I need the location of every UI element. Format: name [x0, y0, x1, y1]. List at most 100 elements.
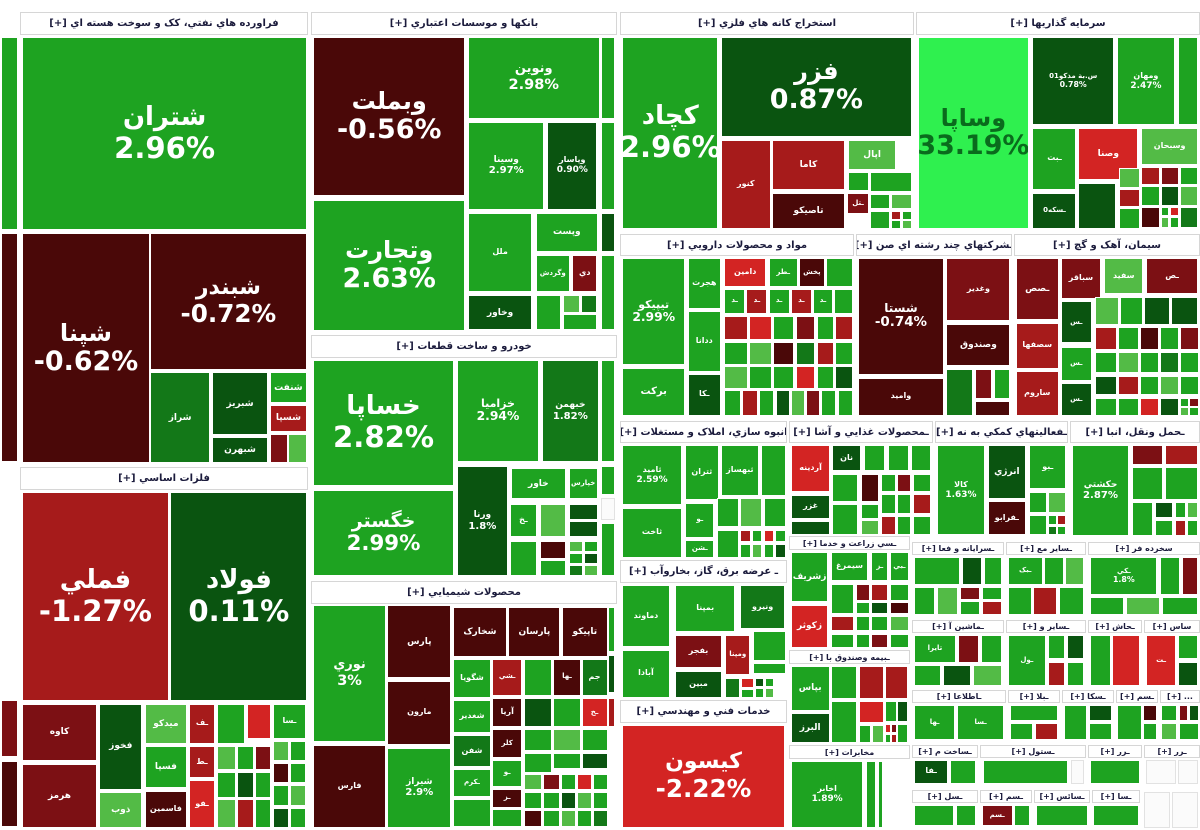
stock-tile[interactable]	[877, 761, 883, 828]
stock-tile[interactable]: سباقر	[1060, 258, 1102, 299]
stock-tile[interactable]: شراز	[150, 372, 211, 464]
stock-tile[interactable]: وسينا 2.97%	[467, 122, 545, 210]
stock-tile[interactable]	[1145, 760, 1177, 784]
stock-tile[interactable]	[1177, 661, 1199, 686]
stock-tile[interactable]: کلر	[492, 729, 523, 758]
stock-tile[interactable]	[752, 630, 787, 662]
stock-tile[interactable]	[1094, 397, 1118, 417]
stock-tile[interactable]	[806, 390, 821, 416]
stock-tile[interactable]	[1047, 661, 1066, 686]
stock-tile[interactable]	[946, 369, 973, 417]
stock-tile[interactable]	[523, 729, 552, 752]
stock-tile[interactable]	[289, 740, 306, 762]
stock-tile[interactable]: ـبت	[1032, 128, 1077, 190]
stock-tile[interactable]: ـول	[1007, 635, 1046, 686]
stock-tile[interactable]	[871, 616, 889, 631]
stock-tile[interactable]	[763, 497, 787, 528]
stock-tile[interactable]: ـسکه0	[1032, 192, 1077, 230]
stock-tile[interactable]	[994, 369, 1011, 399]
stock-tile[interactable]: ونيرو	[740, 584, 786, 630]
sector-header[interactable]: ـحمل ونقل، انبا [+]	[1070, 421, 1200, 443]
stock-tile[interactable]: جم	[581, 658, 608, 696]
stock-tile[interactable]	[821, 390, 837, 416]
stock-tile[interactable]	[912, 473, 931, 493]
stock-tile[interactable]: شغدير	[453, 699, 491, 734]
stock-tile[interactable]	[832, 473, 859, 502]
stock-tile[interactable]	[1009, 723, 1033, 741]
stock-tile[interactable]	[981, 635, 1003, 663]
stock-tile[interactable]	[246, 703, 271, 739]
stock-tile[interactable]: فسپا	[144, 746, 188, 789]
stock-tile[interactable]: ـد	[724, 289, 746, 314]
stock-tile[interactable]	[855, 602, 871, 614]
stock-tile[interactable]: ـط	[189, 746, 215, 778]
sector-header[interactable]: ـساخت م [+]	[912, 745, 978, 758]
stock-tile[interactable]	[1141, 206, 1160, 229]
stock-tile[interactable]	[724, 315, 748, 341]
stock-tile[interactable]	[1119, 168, 1141, 188]
stock-tile[interactable]	[592, 774, 608, 791]
stock-tile[interactable]	[592, 791, 608, 809]
stock-tile[interactable]	[891, 733, 897, 743]
stock-tile[interactable]	[601, 522, 615, 576]
stock-tile[interactable]: کچاد 2.96%	[622, 36, 719, 230]
stock-tile[interactable]: ـد	[813, 289, 833, 314]
stock-tile[interactable]	[858, 701, 884, 724]
stock-tile[interactable]: ـد	[768, 289, 790, 314]
stock-tile[interactable]	[216, 746, 236, 770]
stock-tile[interactable]	[885, 723, 891, 733]
stock-tile[interactable]	[981, 600, 1003, 615]
stock-tile[interactable]	[592, 809, 608, 828]
stock-tile[interactable]	[1065, 556, 1085, 585]
stock-tile[interactable]	[601, 359, 615, 463]
stock-tile[interactable]	[897, 701, 909, 723]
stock-tile[interactable]	[1189, 397, 1200, 407]
stock-tile[interactable]	[775, 390, 790, 416]
stock-tile[interactable]: کالا 1.63%	[936, 445, 985, 535]
stock-tile[interactable]: ـف	[189, 703, 215, 744]
stock-tile[interactable]	[773, 366, 795, 389]
stock-tile[interactable]	[1187, 519, 1199, 536]
stock-tile[interactable]	[1118, 397, 1139, 417]
sector-header[interactable]: ـسائس [+]	[1034, 790, 1090, 803]
stock-tile[interactable]	[1159, 556, 1180, 596]
stock-tile[interactable]	[581, 729, 608, 752]
stock-tile[interactable]	[870, 193, 891, 210]
stock-tile[interactable]: شتران 2.96%	[22, 37, 308, 231]
stock-tile[interactable]: کاوه	[22, 703, 97, 762]
stock-tile[interactable]: بمپنا	[675, 584, 736, 632]
stock-tile[interactable]	[885, 701, 897, 723]
stock-tile[interactable]	[1140, 397, 1160, 417]
stock-tile[interactable]	[560, 774, 576, 791]
stock-tile[interactable]	[560, 809, 576, 828]
stock-tile[interactable]	[453, 798, 491, 828]
stock-tile[interactable]	[1035, 805, 1089, 827]
stock-tile[interactable]	[724, 390, 741, 416]
stock-tile[interactable]: ـتل	[846, 192, 869, 215]
stock-tile[interactable]	[1089, 635, 1112, 686]
stock-tile[interactable]	[583, 565, 598, 577]
stock-tile[interactable]: ـس	[1060, 346, 1093, 381]
stock-tile[interactable]	[1160, 397, 1179, 417]
stock-tile[interactable]	[1118, 327, 1139, 350]
stock-tile[interactable]	[289, 807, 306, 828]
sector-header[interactable]: مواد و محصولات دارويي [+]	[620, 234, 854, 256]
stock-tile[interactable]	[1088, 723, 1113, 741]
stock-tile[interactable]	[890, 633, 909, 648]
sector-header[interactable]: مخابرات [+]	[789, 745, 910, 759]
sector-header[interactable]: ـسرايانه و فعا [+]	[912, 542, 1004, 555]
stock-tile[interactable]: وساپا 33.19%	[917, 36, 1029, 230]
stock-tile[interactable]: فاسمين	[144, 790, 188, 828]
stock-tile[interactable]	[1131, 501, 1153, 536]
stock-tile[interactable]	[1044, 556, 1064, 585]
stock-tile[interactable]	[716, 497, 739, 528]
stock-tile[interactable]: ـو	[685, 502, 715, 538]
stock-tile[interactable]: برکت	[622, 367, 686, 416]
stock-tile[interactable]	[553, 729, 581, 752]
stock-tile[interactable]	[0, 232, 19, 462]
stock-tile[interactable]	[1161, 597, 1198, 616]
stock-tile[interactable]: حکشتي 2.87%	[1071, 445, 1130, 536]
stock-tile[interactable]: دماوند	[622, 584, 670, 647]
stock-tile[interactable]: شيراز 2.9%	[387, 747, 452, 828]
stock-tile[interactable]	[835, 315, 853, 341]
